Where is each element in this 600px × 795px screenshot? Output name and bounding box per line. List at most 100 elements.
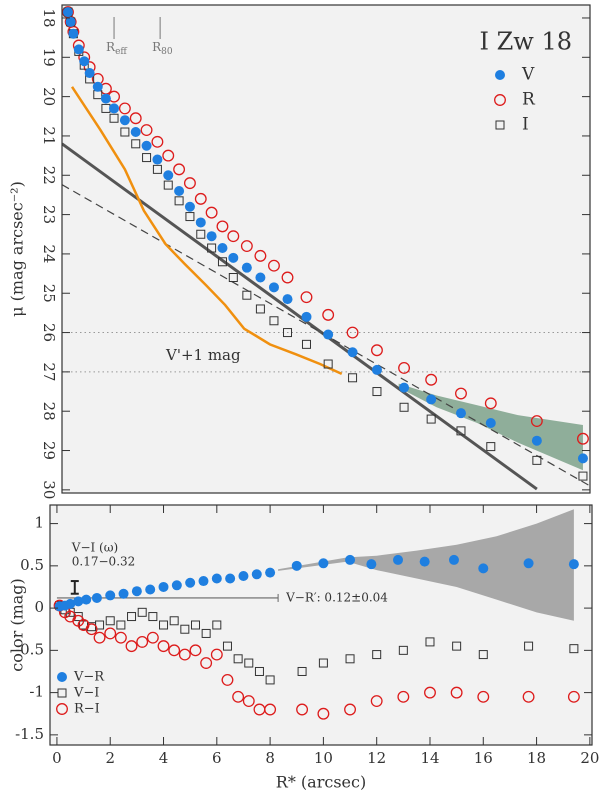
point bbox=[425, 373, 438, 386]
point bbox=[455, 408, 466, 419]
point bbox=[194, 192, 207, 205]
point bbox=[323, 359, 333, 369]
point bbox=[478, 650, 488, 660]
point bbox=[185, 577, 196, 588]
point bbox=[148, 612, 158, 622]
point bbox=[424, 686, 436, 699]
point bbox=[212, 620, 222, 630]
point bbox=[207, 243, 217, 253]
x-tick-label: 4 bbox=[159, 749, 169, 767]
point bbox=[206, 231, 217, 242]
point bbox=[141, 140, 152, 151]
y-tick-label: -1 bbox=[29, 683, 44, 701]
point bbox=[366, 559, 377, 570]
y-axis-label: μ (mag arcsec⁻²) bbox=[8, 181, 27, 317]
point bbox=[265, 675, 275, 685]
point bbox=[120, 127, 130, 137]
point bbox=[184, 201, 195, 212]
point bbox=[136, 635, 149, 648]
point bbox=[130, 127, 141, 138]
point bbox=[116, 620, 126, 630]
point bbox=[142, 153, 152, 163]
point bbox=[173, 163, 186, 176]
point bbox=[577, 432, 589, 445]
point bbox=[255, 304, 265, 314]
plot-area bbox=[50, 505, 592, 745]
legend-label: V−I bbox=[73, 686, 99, 701]
point bbox=[477, 690, 490, 703]
x-tick-label: 12 bbox=[367, 749, 386, 767]
legend-marker bbox=[57, 672, 67, 682]
point bbox=[183, 177, 196, 190]
point bbox=[152, 154, 163, 165]
point bbox=[255, 272, 266, 283]
point bbox=[131, 139, 141, 149]
point bbox=[168, 644, 181, 657]
point bbox=[426, 394, 437, 405]
point bbox=[344, 703, 356, 716]
point bbox=[397, 690, 410, 703]
legend-marker bbox=[495, 120, 505, 130]
legend-label: I bbox=[522, 115, 529, 135]
x-tick-label: 10 bbox=[314, 749, 333, 767]
point bbox=[140, 124, 153, 136]
y-tick-label: 0.5 bbox=[20, 556, 44, 574]
point bbox=[268, 282, 279, 293]
point bbox=[210, 648, 223, 661]
point bbox=[227, 230, 240, 243]
point bbox=[242, 290, 252, 300]
plot-frame bbox=[49, 504, 593, 746]
point bbox=[372, 650, 382, 660]
point bbox=[322, 308, 335, 321]
point bbox=[425, 637, 435, 647]
point bbox=[532, 455, 542, 465]
x-tick-label: 18 bbox=[527, 749, 546, 767]
point bbox=[109, 103, 120, 114]
legend-marker bbox=[495, 70, 505, 80]
point bbox=[577, 453, 588, 464]
x-tick-label: 6 bbox=[212, 749, 222, 767]
point bbox=[268, 259, 280, 272]
point bbox=[104, 627, 117, 640]
point bbox=[348, 373, 358, 383]
point bbox=[452, 641, 462, 651]
legend-marker bbox=[494, 94, 506, 106]
point bbox=[301, 311, 312, 322]
y-tick-label: 21 bbox=[40, 126, 58, 145]
point bbox=[189, 644, 202, 657]
point bbox=[232, 690, 245, 703]
x-tick-label: 8 bbox=[265, 749, 275, 767]
y-axis-label: color (mag) bbox=[8, 578, 27, 672]
point bbox=[127, 612, 137, 622]
point bbox=[297, 666, 307, 676]
reference-label: V−R′: 0.12±0.04 bbox=[285, 590, 388, 604]
point bbox=[244, 658, 254, 668]
point bbox=[119, 115, 130, 126]
point bbox=[426, 414, 436, 424]
point bbox=[195, 217, 206, 228]
point bbox=[118, 588, 129, 599]
point bbox=[62, 7, 73, 18]
y-tick-label: 25 bbox=[40, 284, 58, 303]
point bbox=[450, 686, 463, 699]
error-bar-range: 0.17−0.32 bbox=[72, 555, 136, 569]
point bbox=[125, 640, 138, 653]
point bbox=[200, 657, 213, 669]
radius-label-sub: 80 bbox=[161, 47, 173, 57]
point bbox=[485, 418, 496, 429]
point bbox=[92, 81, 103, 92]
point bbox=[81, 594, 92, 605]
point bbox=[347, 347, 358, 358]
legend-label: R−I bbox=[74, 702, 100, 717]
point bbox=[158, 581, 169, 592]
point bbox=[146, 631, 159, 644]
point bbox=[283, 328, 293, 338]
point bbox=[524, 641, 534, 651]
point bbox=[152, 164, 162, 174]
point bbox=[238, 570, 249, 581]
point bbox=[398, 645, 408, 655]
x-tick-label: 0 bbox=[52, 749, 62, 767]
point bbox=[105, 616, 115, 626]
point bbox=[205, 206, 218, 219]
point bbox=[399, 382, 410, 393]
